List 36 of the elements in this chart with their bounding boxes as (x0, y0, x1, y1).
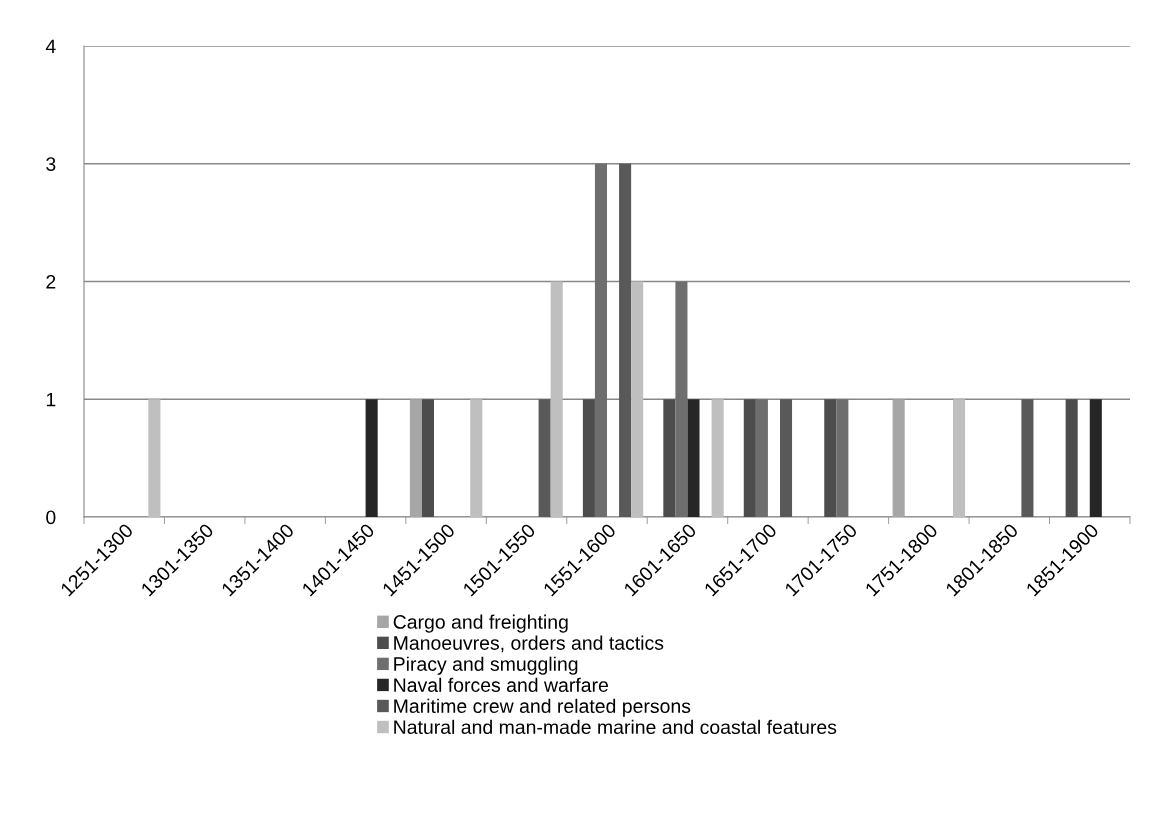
bar (1089, 399, 1102, 517)
bar (409, 399, 422, 517)
bar (892, 399, 905, 517)
bar (619, 163, 632, 517)
bar (421, 399, 435, 517)
bar (824, 399, 837, 517)
bar (470, 399, 483, 517)
bar (631, 281, 644, 517)
legend-label: Manoeuvres, orders and tactics (394, 635, 664, 653)
y-tick-label: 0 (46, 510, 56, 525)
bar (538, 399, 551, 517)
bar (582, 399, 595, 517)
bar (675, 281, 688, 517)
bar (1065, 399, 1078, 517)
bar (711, 399, 724, 517)
y-tick-label: 4 (45, 39, 56, 54)
y-tick-label: 1 (46, 392, 56, 407)
bar (779, 399, 793, 517)
bar (148, 399, 161, 517)
bar (1021, 399, 1034, 517)
legend-label: Naval forces and warfare (394, 677, 608, 692)
bar (550, 281, 563, 517)
bar (743, 399, 756, 517)
bar (755, 399, 768, 517)
bar (687, 399, 700, 517)
bar (952, 399, 966, 517)
legend-label: Cargo and freighting (393, 614, 568, 633)
y-tick-label: 2 (46, 274, 56, 289)
bar (663, 399, 676, 517)
bar (836, 399, 849, 517)
legend-label: Natural and man-made marine and coastal features (394, 719, 837, 735)
legend-label: Maritime crew and related persons (394, 698, 691, 717)
bar (594, 163, 607, 517)
y-tick-label: 3 (46, 157, 56, 171)
legend-label: Piracy and smuggling (394, 656, 578, 675)
bar (365, 399, 378, 517)
